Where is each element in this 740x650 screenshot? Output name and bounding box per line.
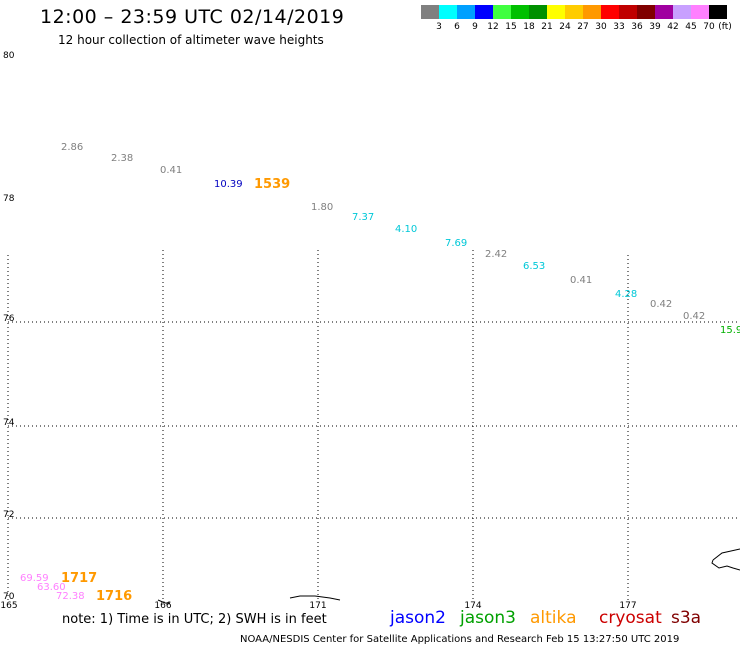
observation-label: 1.80 [311, 202, 334, 213]
observation-label: 72.38 [56, 591, 85, 602]
legend-label: 9 [472, 22, 478, 32]
legend-swatch [529, 5, 547, 19]
observation-label: 0.41 [160, 165, 183, 176]
page-title: 12:00 – 23:59 UTC 02/14/2019 [40, 6, 345, 28]
satellite-jason3: jason3 [460, 608, 516, 628]
observation-label: 69.59 [20, 573, 49, 584]
lon-label: 174 [464, 601, 482, 611]
observation-label: 7.37 [352, 212, 375, 223]
lat-label: 70 [3, 592, 15, 602]
observation-label: 0.42 [683, 311, 706, 322]
legend-swatch [655, 5, 673, 19]
observation-label: 10.39 [214, 179, 243, 190]
lat-label: 72 [3, 510, 15, 520]
legend-swatch [421, 5, 439, 19]
legend-swatch [565, 5, 583, 19]
units-note: note: 1) Time is in UTC; 2) SWH is in fe… [62, 612, 327, 627]
lon-label: 166 [154, 601, 172, 611]
legend-label: 45 [685, 22, 697, 32]
satellite-cryosat: cryosat [599, 608, 662, 628]
lon-label: 165 [0, 601, 18, 611]
legend-swatch [583, 5, 601, 19]
lat-label: 76 [3, 314, 15, 324]
legend-swatch [457, 5, 475, 19]
coastline [711, 548, 740, 571]
observation-label: 2.38 [111, 153, 134, 164]
satellite-s3a: s3a [671, 608, 702, 628]
lon-label: 171 [309, 601, 327, 611]
legend-swatch [637, 5, 655, 19]
page-subtitle: 12 hour collection of altimeter wave hei… [58, 33, 324, 47]
legend-label: 3 [436, 22, 442, 32]
observation-label: 4.28 [615, 289, 638, 300]
lat-label: 74 [3, 418, 15, 428]
observation-label: 0.42 [650, 299, 673, 310]
legend-label: 27 [577, 22, 589, 32]
legend-swatch [475, 5, 493, 19]
legend-label: 6 [454, 22, 460, 32]
satellite-altika: altika [530, 608, 577, 628]
legend-swatch [709, 5, 727, 19]
legend-label: 36 [631, 22, 643, 32]
observation-label: 0.41 [570, 275, 593, 286]
legend-swatch [673, 5, 691, 19]
lat-label: 78 [3, 194, 15, 204]
satellite-jason2: jason2 [390, 608, 446, 628]
legend-swatch [439, 5, 457, 19]
coastline [289, 595, 341, 601]
legend-label: 12 [487, 22, 499, 32]
legend-label: 33 [613, 22, 625, 32]
observation-label: 2.86 [61, 142, 84, 153]
observation-label: 15.9 [720, 325, 740, 336]
legend-label: 18 [523, 22, 535, 32]
observation-label: 63.60 [37, 582, 66, 593]
legend-unit: (ft) [718, 22, 732, 32]
coastline [157, 599, 170, 604]
legend-swatch [601, 5, 619, 19]
legend-label: 24 [559, 22, 571, 32]
legend-label: 15 [505, 22, 517, 32]
legend-label: 70 [703, 22, 715, 32]
legend-swatch [619, 5, 637, 19]
legend-swatch [547, 5, 565, 19]
observation-label: 4.10 [395, 224, 418, 235]
observation-label: 1539 [254, 177, 291, 192]
legend-label: 21 [541, 22, 553, 32]
observation-label: 6.53 [523, 261, 546, 272]
legend-swatch [493, 5, 511, 19]
lat-label: 80 [3, 51, 15, 61]
observation-label: 1716 [96, 589, 133, 604]
footer-credit: NOAA/NESDIS Center for Satellite Applica… [240, 634, 680, 645]
legend-swatch [691, 5, 709, 19]
lon-label: 177 [619, 601, 637, 611]
legend-swatch [511, 5, 529, 19]
legend-label: 30 [595, 22, 607, 32]
observation-label: 1717 [61, 571, 98, 586]
observation-label: 2.42 [485, 249, 508, 260]
observation-label: 7.69 [445, 238, 468, 249]
legend-label: 42 [667, 22, 679, 32]
legend-label: 39 [649, 22, 661, 32]
